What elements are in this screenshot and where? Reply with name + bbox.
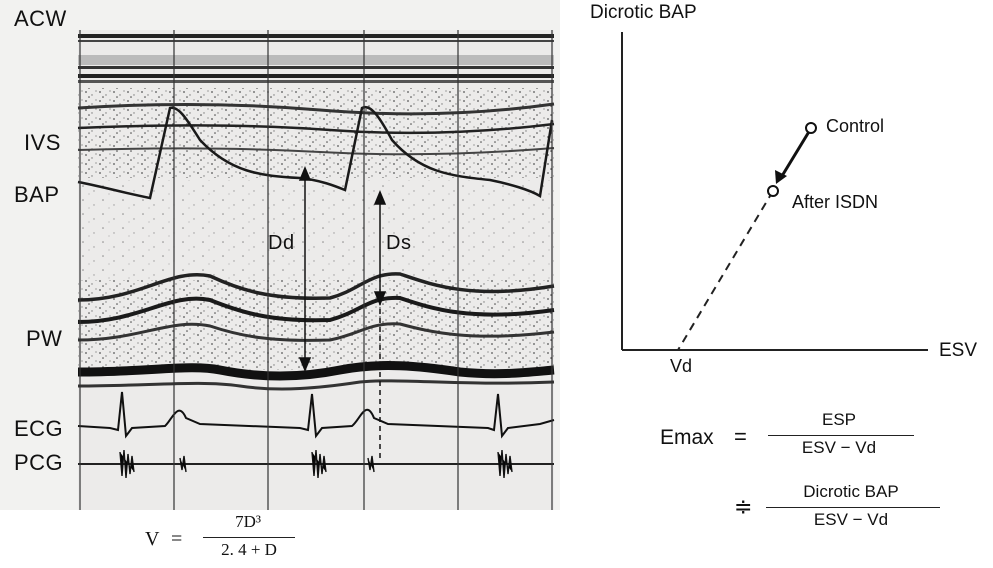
x-axis-label: ESV <box>939 340 978 361</box>
mmode-echo-panel: ACW IVS BAP PW ECG PCG Dd Ds <box>0 0 560 510</box>
mmode-trace-image <box>0 0 560 510</box>
emax-dashed-line <box>677 190 774 351</box>
y-axis-label: Dicrotic BAP <box>590 2 697 23</box>
pw-label: PW <box>26 326 63 351</box>
emax-graph <box>621 32 928 351</box>
esv-vd-denominator-2: ESV − Vd <box>813 510 889 529</box>
after-isdn-point <box>767 185 779 197</box>
volume-equals: = <box>171 528 183 550</box>
esp-numerator: ESP <box>821 410 857 429</box>
shift-arrow-line <box>780 129 812 177</box>
approx-equals: ≑ <box>734 494 753 519</box>
acw-label: ACW <box>14 6 67 31</box>
control-point <box>805 122 817 134</box>
emax-lhs: Emax <box>660 426 714 449</box>
emax-fraction-bar-1 <box>768 435 914 436</box>
emax-fraction-bar-2 <box>766 507 940 508</box>
after-isdn-label: After ISDN <box>792 192 879 212</box>
emax-equals: = <box>734 424 747 449</box>
dicrotic-bap-numerator: Dicrotic BAP <box>803 482 899 501</box>
control-label: Control <box>826 116 885 136</box>
ecg-label: ECG <box>14 416 64 441</box>
dd-label: Dd <box>268 232 295 254</box>
emax-graph-panel: Dicrotic BAP ESV Vd Control After ISDN E… <box>590 0 993 568</box>
volume-fraction-bar <box>203 537 295 538</box>
volume-denominator: 2. 4 + D <box>221 540 277 559</box>
volume-formula: V = 7D³ 2. 4 + D <box>145 512 305 568</box>
esv-vd-denominator-1: ESV − Vd <box>801 438 877 457</box>
shift-arrowhead <box>775 170 787 184</box>
volume-numerator: 7D³ <box>235 512 261 531</box>
volume-lhs: V <box>145 528 160 550</box>
vd-label: Vd <box>670 356 693 376</box>
pcg-label: PCG <box>14 450 64 475</box>
bap-label: BAP <box>14 182 60 207</box>
ds-label: Ds <box>386 232 412 254</box>
ivs-label: IVS <box>24 130 61 155</box>
